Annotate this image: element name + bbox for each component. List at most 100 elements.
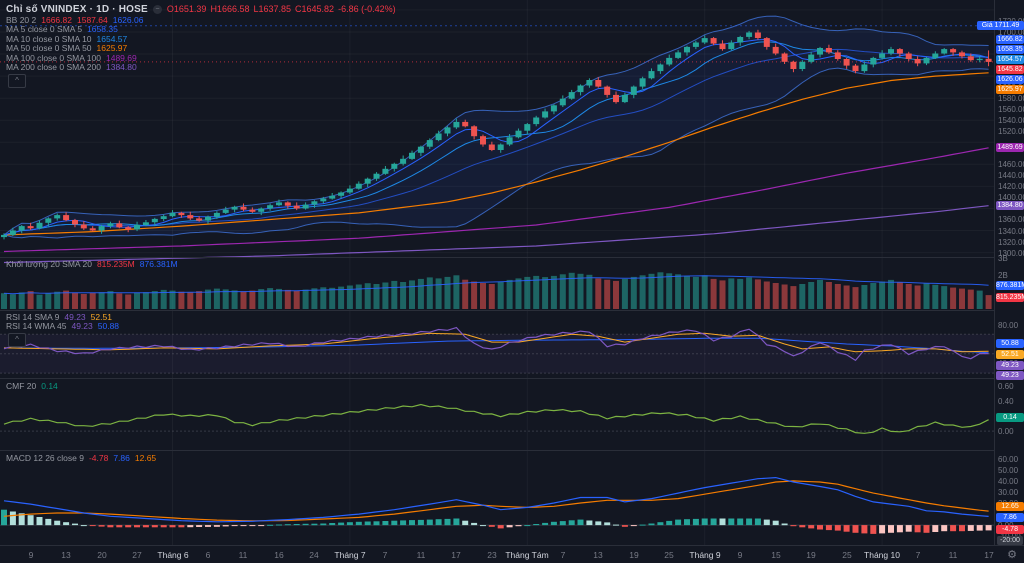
- ohlc-values: O1651.39 H1666.58 L1637.85 C1645.82 -6.8…: [167, 4, 396, 14]
- ma50-value: 1625.97: [96, 43, 128, 54]
- time-axis[interactable]: 9 13 20 27 Tháng 6 6 11 16 24 Tháng 7 7 11 17 23 Tháng…: [0, 545, 1024, 563]
- time-axis-label: 11: [948, 550, 958, 560]
- axis-tick-label: 1440.00: [998, 171, 1024, 181]
- time-axis-label: 20: [97, 550, 107, 560]
- time-axis-label: 9: [737, 550, 743, 560]
- price-value-badge: 1626.06: [996, 75, 1024, 84]
- axis-tick-label: 1300.00: [998, 248, 1024, 258]
- axis-tick-label: 30.00: [998, 487, 1019, 497]
- axis-tick-label: 1700.00: [998, 27, 1024, 37]
- ma5-value: 1658.35: [87, 24, 118, 35]
- indicator-row-ma10[interactable]: MA 10 close 0 SMA 10 1654.57: [6, 34, 396, 44]
- price-value-badge: 876.381M: [996, 281, 1024, 290]
- volume-legend[interactable]: Khối lượng 20 SMA 20 815.235M 876.381M: [6, 259, 178, 269]
- time-axis-label: 19: [629, 550, 639, 560]
- rsi-legend: RSI 14 SMA 9 49.23 52.51 RSI 14 WMA 45 4…: [6, 312, 119, 332]
- time-axis-label: Tháng 7: [334, 550, 366, 560]
- price-value-badge: 12.65: [996, 502, 1024, 511]
- price-value-badge: -4.78: [996, 525, 1024, 534]
- axis-tick-label: 60.00: [998, 454, 1019, 464]
- bb-label: BB 20 2: [6, 14, 37, 25]
- price-value-badge: 1658.35: [996, 45, 1024, 54]
- axis-tick-label: 1580.00: [998, 94, 1024, 104]
- macd-signal-value: 12.65: [134, 452, 157, 463]
- time-axis-label: 7: [382, 550, 388, 560]
- axis-tick-label: 3B: [998, 254, 1008, 263]
- time-axis-label: 25: [842, 550, 852, 560]
- rsi1-value: 49.23: [64, 311, 86, 322]
- axis-tick-label: 1400.00: [998, 193, 1024, 203]
- rsi2-label: RSI 14 WMA 45: [6, 321, 67, 332]
- change-value: -6.86 (-0.42%): [338, 4, 396, 14]
- axis-tick-label: 1560.00: [998, 105, 1024, 115]
- low-value: L1637.85: [253, 4, 292, 14]
- ma100-label: MA 100 close 0 SMA 100: [6, 52, 101, 63]
- time-axis-label: 11: [238, 550, 248, 560]
- ma10-value: 1654.57: [96, 33, 128, 44]
- price-value-badge: 815.235M: [996, 293, 1024, 302]
- settings-gear-icon[interactable]: ⚙: [1007, 549, 1017, 561]
- cmf-legend[interactable]: CMF 20 0.14: [6, 381, 58, 391]
- volume-sma-value: 876.381M: [139, 258, 178, 269]
- symbol-row[interactable]: Chỉ số VNINDEX · 1D · HOSE − O1651.39 H1…: [6, 3, 396, 15]
- macd-legend[interactable]: MACD 12 26 close 9 -4.78 7.86 12.65: [6, 453, 156, 463]
- price-value-badge: 1625.97: [996, 85, 1024, 94]
- axis-tick-label: 1540.00: [998, 116, 1024, 126]
- axis-tick-label: 1340.00: [998, 226, 1024, 236]
- axis-tick-label: 1520.00: [998, 127, 1024, 137]
- price-value-badge: 1645.82: [996, 65, 1024, 74]
- bb-lower-value: 1587.64: [76, 14, 108, 25]
- time-axis-label: 9: [28, 550, 34, 560]
- indicator-row-ma200[interactable]: MA 200 close 0 SMA 200 1384.80: [6, 62, 396, 73]
- macd-line-value: 7.86: [113, 452, 130, 463]
- time-axis-label: 13: [593, 550, 603, 560]
- time-axis-label: 19: [806, 550, 816, 560]
- indicator-row-ma5[interactable]: MA 5 close 0 SMA 5 1658.35: [6, 24, 396, 35]
- time-axis-label: 7: [560, 550, 566, 560]
- price-value-badge: 1384.80: [996, 201, 1024, 210]
- time-axis-label: 17: [451, 550, 461, 560]
- indicator-row-ma100[interactable]: MA 100 close 0 SMA 100 1489.69: [6, 53, 396, 63]
- indicator-row-ma50[interactable]: MA 50 close 0 SMA 50 1625.97: [6, 43, 396, 54]
- time-axis-label: 7: [915, 550, 921, 560]
- price-value-badge: 49.23: [996, 361, 1024, 370]
- price-value-badge: 49.23: [996, 371, 1024, 380]
- axis-tick-label: 1420.00: [998, 182, 1024, 192]
- pane-collapse-button[interactable]: ^: [8, 333, 26, 347]
- ma200-value: 1384.80: [105, 62, 137, 73]
- chart-canvas[interactable]: [0, 0, 994, 545]
- time-axis-label: 16: [274, 550, 284, 560]
- axis-tick-label: 0.60: [998, 381, 1014, 391]
- price-value-badge: 7.86: [996, 513, 1024, 522]
- axis-tick-label: 80.00: [998, 320, 1019, 330]
- price-value-badge: 50.88: [996, 339, 1024, 348]
- close-value: C1645.82: [295, 4, 335, 14]
- axis-tick-label: 1320.00: [998, 237, 1024, 247]
- ma5-label: MA 5 close 0 SMA 5: [6, 24, 83, 35]
- indicator-row-bb[interactable]: BB 20 2 1666.82 1587.64 1626.06: [6, 15, 396, 25]
- bb-basis-value: 1626.06: [112, 14, 144, 25]
- time-axis-label: Tháng 9: [689, 550, 721, 560]
- price-axis[interactable]: 1720.001700.001600.001580.001560.001540.…: [977, 0, 1024, 545]
- macd-hist-value: -4.78: [88, 452, 109, 463]
- cmf-value: 0.14: [41, 380, 58, 391]
- price-value-badge: 0.14: [996, 413, 1024, 422]
- ma50-label: MA 50 close 0 SMA 50: [6, 43, 92, 54]
- indicator-row-rsi-sma9[interactable]: RSI 14 SMA 9 49.23 52.51: [6, 312, 119, 322]
- volume-label: Khối lượng 20 SMA 20: [6, 258, 92, 269]
- symbol-title[interactable]: Chỉ số VNINDEX · 1D · HOSE: [6, 3, 148, 15]
- price-value-badge: Giá 1711.49: [977, 21, 1024, 30]
- main-pane-legend: Chỉ số VNINDEX · 1D · HOSE − O1651.39 H1…: [6, 3, 396, 73]
- time-axis-label: 6: [205, 550, 211, 560]
- pane-collapse-button[interactable]: ^: [8, 74, 26, 88]
- high-value: H1666.58: [210, 4, 250, 14]
- ma10-label: MA 10 close 0 SMA 10: [6, 33, 92, 44]
- axis-tick-label: 1460.00: [998, 160, 1024, 170]
- time-axis-label: 13: [61, 550, 71, 560]
- price-value-badge: 1666.82: [996, 35, 1024, 44]
- rsi1-smooth-value: 52.51: [90, 311, 112, 322]
- indicator-row-rsi-wma45[interactable]: RSI 14 WMA 45 49.23 50.88: [6, 321, 119, 332]
- macd-label: MACD 12 26 close 9: [6, 452, 84, 463]
- price-value-badge: 1489.69: [996, 143, 1024, 152]
